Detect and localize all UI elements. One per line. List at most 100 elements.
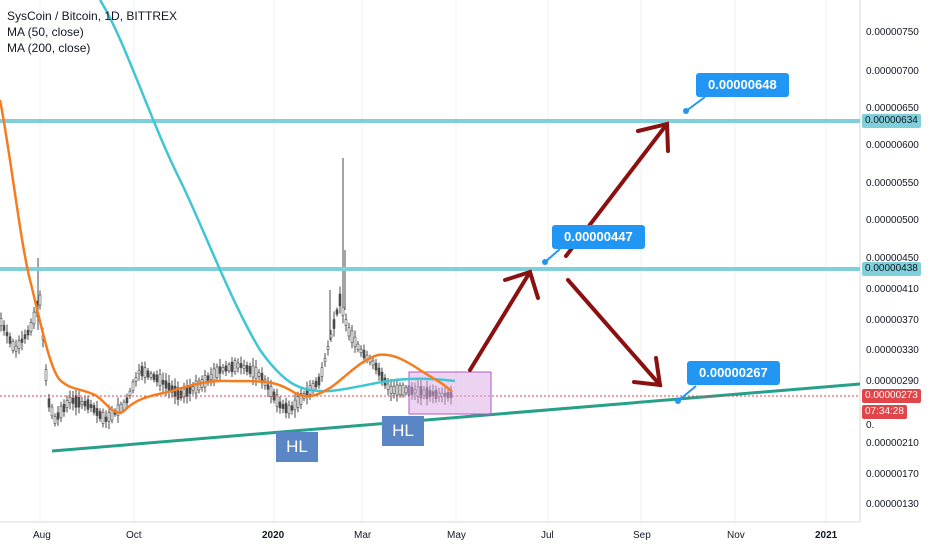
candle-body	[341, 306, 345, 316]
candle-body	[26, 330, 30, 336]
price-label: 0.00000450	[866, 253, 919, 264]
candle-body	[107, 412, 111, 422]
candle-body	[47, 398, 51, 408]
candle-body	[134, 377, 138, 382]
price-label: 0.00000330	[866, 345, 919, 356]
candle-body	[68, 397, 72, 403]
candle-body	[395, 384, 399, 396]
candle-body	[254, 366, 258, 380]
candle-body	[239, 363, 243, 368]
candle-body	[152, 373, 156, 381]
candle-body	[218, 366, 222, 374]
candle-body	[230, 361, 234, 373]
candle-body	[176, 387, 180, 400]
candle-body	[143, 367, 147, 378]
candle-body	[350, 330, 354, 343]
candle-body	[104, 416, 108, 422]
hl-label-2[interactable]: HL	[382, 416, 424, 446]
candle-body	[404, 387, 408, 394]
candle-body	[227, 364, 231, 372]
price-label: 0.00000130	[866, 499, 919, 510]
price-label: 0.00000170	[866, 469, 919, 480]
time-label: Sep	[633, 530, 651, 541]
candle-body	[398, 384, 402, 396]
candle-body	[188, 386, 192, 394]
candle-body	[281, 404, 285, 409]
candle-body	[182, 388, 186, 398]
candle-body	[374, 363, 378, 371]
candle-body	[338, 293, 342, 307]
candle-body	[17, 340, 21, 349]
candle-body	[392, 385, 396, 395]
price-label-partial: 0.	[866, 420, 875, 431]
candle-body	[335, 309, 339, 315]
candle-body	[23, 334, 27, 340]
candle-body	[80, 401, 84, 405]
candle-body	[185, 386, 189, 397]
candle-body	[371, 360, 375, 366]
price-label: 0.00000750	[866, 27, 919, 38]
candle-body	[242, 365, 246, 369]
candle-body	[287, 404, 291, 415]
candle-body	[377, 367, 381, 376]
candle-body	[8, 336, 12, 344]
candle-body	[95, 408, 99, 416]
price-label: 0.00000500	[866, 215, 919, 226]
time-label: Oct	[126, 530, 142, 541]
candle-body	[251, 365, 255, 378]
candle-body	[362, 349, 366, 359]
candle-body	[116, 404, 120, 416]
bar-countdown: 07:34:28	[862, 405, 907, 419]
candle-body	[119, 403, 123, 413]
arrow-down-head	[632, 356, 663, 388]
candle-body	[53, 416, 57, 424]
current-price-tag: 0.00000273	[862, 389, 921, 403]
candle-body	[266, 384, 270, 390]
candle-body	[5, 331, 9, 337]
candle-body	[359, 348, 363, 354]
candle-body	[86, 399, 90, 410]
candle-body	[269, 386, 273, 397]
ma200-legend: MA (200, close)	[7, 41, 91, 55]
price-label: 0.00000410	[866, 284, 919, 295]
candlestick-series	[0, 158, 453, 430]
candle-body	[356, 343, 360, 350]
support-trendline[interactable]	[51, 382, 861, 453]
candle-body	[71, 397, 75, 404]
candle-body	[11, 341, 15, 351]
callout-pointer-lines	[544, 96, 706, 402]
candle-body	[344, 319, 348, 326]
time-label: Jul	[541, 530, 554, 541]
time-label: Nov	[727, 530, 745, 541]
candle-body	[209, 373, 213, 380]
chart-legend: SysCoin / Bitcoin, 1D, BITTREX MA (50, c…	[7, 8, 177, 56]
candle-body	[323, 358, 327, 362]
candle-body	[299, 393, 303, 405]
candle-body	[167, 382, 171, 391]
candle-body	[56, 412, 60, 420]
callout-target-648[interactable]: 0.00000648	[696, 73, 789, 97]
candle-body	[89, 404, 93, 408]
hl-label-1[interactable]: HL	[276, 432, 318, 462]
callout-target-447[interactable]: 0.00000447	[552, 225, 645, 249]
projection-arrows[interactable]	[468, 121, 670, 388]
candle-body	[0, 317, 3, 327]
candle-body	[320, 367, 324, 377]
candle-body	[191, 386, 195, 391]
candle-body	[197, 380, 201, 391]
candle-body	[326, 346, 330, 350]
candle-body	[128, 390, 132, 396]
candle-body	[275, 394, 279, 407]
candle-body	[248, 365, 252, 375]
candle-body	[401, 384, 405, 396]
candle-body	[317, 376, 321, 386]
symbol-title: SysCoin / Bitcoin, 1D, BITTREX	[7, 9, 178, 23]
ma50-line	[0, 99, 453, 414]
candle-body	[278, 401, 282, 409]
candle-body	[14, 345, 18, 352]
ma50-legend: MA (50, close)	[7, 25, 84, 39]
candle-body	[284, 402, 288, 414]
candle-body	[386, 383, 390, 390]
callout-target-267[interactable]: 0.00000267	[687, 361, 780, 385]
